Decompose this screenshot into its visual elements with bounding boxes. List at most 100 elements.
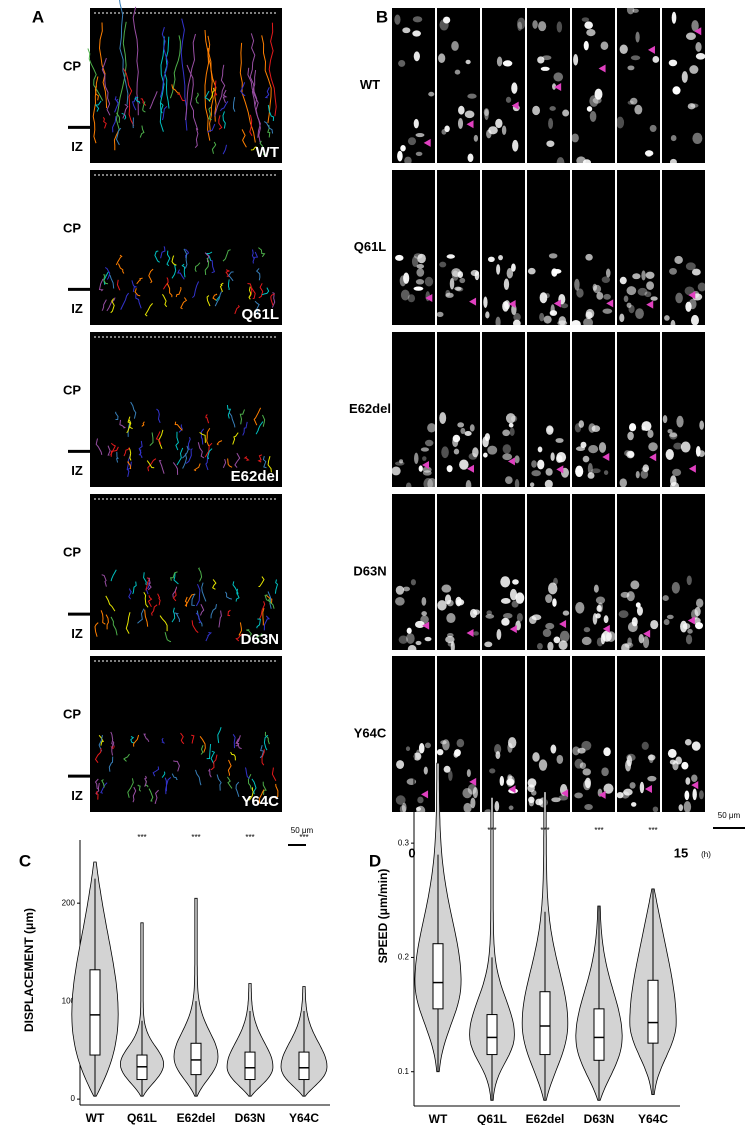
cell bbox=[399, 275, 407, 287]
cell bbox=[542, 628, 552, 638]
cell-track bbox=[174, 612, 180, 622]
cell bbox=[685, 301, 692, 312]
cell bbox=[486, 610, 492, 616]
cell-track bbox=[119, 419, 127, 429]
cell bbox=[398, 59, 406, 67]
cell bbox=[684, 739, 692, 746]
cell bbox=[495, 118, 503, 129]
cell-track bbox=[120, 292, 130, 310]
time-label: 0 bbox=[408, 845, 415, 860]
cell bbox=[695, 53, 706, 60]
cell-track bbox=[152, 766, 160, 777]
cell bbox=[601, 276, 611, 284]
genotype-label: E62del bbox=[349, 401, 391, 416]
y-tick-label: 0.3 bbox=[398, 838, 410, 847]
cell bbox=[455, 287, 464, 292]
cell bbox=[650, 296, 658, 301]
cell bbox=[626, 591, 635, 602]
cell bbox=[500, 576, 511, 588]
cell bbox=[483, 296, 488, 308]
cell-track bbox=[247, 67, 261, 138]
cell bbox=[529, 482, 535, 488]
cell bbox=[443, 765, 451, 773]
cell bbox=[501, 617, 510, 626]
cell bbox=[448, 770, 453, 782]
cell-track bbox=[171, 264, 177, 279]
cell bbox=[603, 470, 609, 475]
cell-track bbox=[210, 750, 216, 764]
cell bbox=[406, 627, 412, 634]
cell bbox=[441, 129, 447, 135]
cell-track bbox=[171, 607, 176, 623]
cell bbox=[401, 802, 407, 813]
timelapse-frame bbox=[437, 332, 480, 487]
cell bbox=[505, 476, 513, 485]
cell bbox=[680, 441, 691, 453]
cell-track bbox=[158, 460, 165, 474]
cell-track bbox=[192, 281, 200, 299]
cell bbox=[420, 447, 429, 452]
cell bbox=[649, 124, 657, 132]
cell bbox=[552, 83, 557, 90]
cell bbox=[517, 21, 523, 32]
cell bbox=[572, 746, 580, 756]
cell bbox=[487, 256, 495, 262]
cell bbox=[450, 641, 455, 653]
cell bbox=[543, 315, 552, 324]
cell-track bbox=[116, 112, 121, 123]
cell-track bbox=[181, 263, 186, 278]
cell-track bbox=[264, 594, 272, 604]
cell bbox=[410, 579, 416, 586]
cell bbox=[642, 464, 649, 473]
cell-track bbox=[147, 577, 152, 591]
scale-bar-label: 50 μm bbox=[718, 811, 741, 820]
cell bbox=[427, 423, 437, 433]
cell bbox=[588, 444, 599, 454]
timelapse-frame bbox=[572, 332, 615, 487]
cell-track bbox=[266, 595, 273, 604]
arrowhead bbox=[556, 465, 564, 474]
cell bbox=[641, 466, 650, 472]
cell bbox=[603, 783, 614, 794]
cell bbox=[694, 606, 701, 617]
cell-track bbox=[258, 576, 265, 587]
cell bbox=[584, 21, 593, 29]
cell bbox=[473, 631, 479, 636]
cell-track bbox=[115, 254, 123, 266]
cell bbox=[581, 740, 592, 751]
cell bbox=[472, 447, 479, 458]
cell bbox=[577, 747, 586, 754]
cell bbox=[395, 254, 404, 261]
cell bbox=[494, 800, 500, 812]
cell-track bbox=[105, 595, 116, 612]
cell bbox=[619, 313, 625, 323]
cell bbox=[593, 584, 599, 593]
cell-track bbox=[130, 401, 137, 419]
cell-track bbox=[232, 96, 236, 112]
cell bbox=[441, 584, 452, 593]
cell bbox=[678, 804, 684, 812]
cell-track bbox=[222, 89, 228, 103]
cell bbox=[452, 437, 459, 448]
arrowhead bbox=[646, 300, 654, 309]
cell bbox=[506, 268, 514, 279]
cell bbox=[692, 132, 703, 144]
cell-track bbox=[259, 744, 265, 759]
cell-track bbox=[111, 741, 115, 756]
cell-track bbox=[176, 447, 184, 466]
cell-track bbox=[214, 64, 226, 117]
cell bbox=[458, 105, 465, 115]
cell bbox=[596, 291, 604, 300]
zone-label: IZ bbox=[71, 139, 83, 154]
cell bbox=[545, 468, 553, 476]
cell-track bbox=[222, 144, 227, 155]
cell-track bbox=[139, 125, 145, 138]
cell-track bbox=[95, 782, 100, 795]
cell bbox=[470, 269, 480, 277]
arrowhead bbox=[602, 624, 610, 633]
cell-track bbox=[101, 574, 107, 587]
cell-track bbox=[249, 33, 258, 107]
violin bbox=[119, 922, 165, 1097]
cell bbox=[578, 420, 585, 428]
cell bbox=[499, 775, 505, 787]
